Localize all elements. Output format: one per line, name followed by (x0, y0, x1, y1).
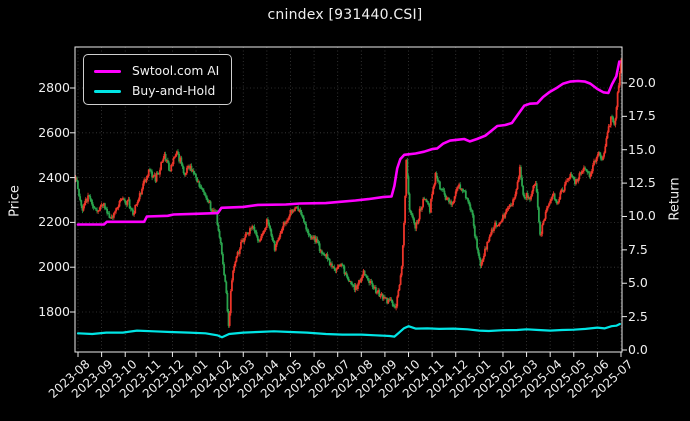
return-tick-label: 10.0 (628, 208, 656, 224)
legend-label-buyhold: Buy-and-Hold (132, 84, 216, 98)
return-tick-label: 0.0 (628, 342, 648, 357)
return-tick-label: 2.5 (628, 308, 648, 324)
return-tick-label: 15.0 (628, 141, 656, 157)
price-axis-label: Price (7, 185, 23, 217)
legend-label-ai: Swtool.com AI (132, 64, 220, 78)
legend-item-buyhold: Buy-and-Hold (94, 81, 231, 101)
return-tick-label: 12.5 (628, 175, 656, 191)
return-tick-label: 5.0 (628, 275, 648, 291)
return-tick-label: 20.0 (628, 74, 656, 90)
chart-title: cnindex [931440.CSI] (267, 7, 423, 23)
ai-line-swatch (94, 69, 121, 73)
return-tick-label: 17.5 (628, 108, 656, 124)
return-axis-label: Return (667, 177, 683, 221)
return-tick-label: 7.5 (628, 241, 648, 257)
price-tick-label: 2400 (38, 169, 70, 185)
price-tick-label: 2200 (38, 214, 70, 230)
buyhold-line-swatch (94, 89, 121, 93)
legend-item-ai: Swtool.com AI (94, 61, 231, 81)
legend: Swtool.com AI Buy-and-Hold (83, 54, 232, 105)
price-tick-label: 2000 (38, 259, 70, 275)
price-tick-label: 2600 (38, 124, 70, 140)
price-tick-label: 2800 (38, 80, 70, 95)
price-tick-label: 1800 (38, 304, 70, 319)
